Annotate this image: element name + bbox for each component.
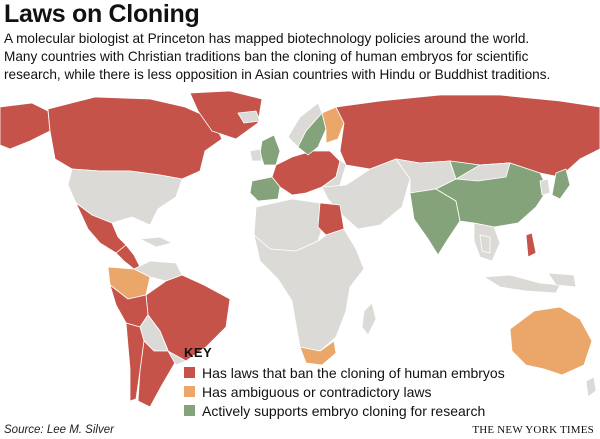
key-swatch-ban bbox=[184, 367, 195, 378]
key-item-ambiguous: Has ambiguous or contradictory laws bbox=[184, 382, 505, 401]
region-spain bbox=[249, 176, 281, 202]
region-indonesia bbox=[483, 274, 561, 294]
region-png bbox=[547, 272, 577, 288]
region-philippines bbox=[525, 232, 537, 258]
key-swatch-ambiguous bbox=[184, 386, 195, 397]
region-japan bbox=[551, 168, 571, 200]
region-australia bbox=[509, 306, 593, 376]
world-map bbox=[0, 89, 600, 419]
intro-line-3: research, while there is less opposition… bbox=[4, 67, 551, 82]
key-title: KEY bbox=[184, 345, 213, 360]
region-south-africa bbox=[299, 340, 337, 366]
publisher-credit: THE NEW YORK TIMES bbox=[472, 424, 594, 436]
region-united-kingdom bbox=[259, 134, 281, 166]
region-new-zealand bbox=[585, 376, 597, 398]
intro-line-1: A molecular biologist at Princeton has m… bbox=[4, 31, 530, 46]
intro-line-2: Many countries with Christian traditions… bbox=[4, 49, 529, 64]
region-caribbean bbox=[139, 236, 173, 248]
region-madagascar bbox=[361, 302, 377, 336]
map-key: KEY Has laws that ban the cloning of hum… bbox=[184, 345, 505, 420]
region-chile bbox=[125, 322, 145, 402]
region-africa bbox=[253, 228, 365, 352]
key-item-supports: Actively supports embryo cloning for res… bbox=[184, 401, 505, 420]
region-mongolia bbox=[455, 162, 511, 182]
region-eastern-europe bbox=[321, 150, 347, 194]
intro-text: A molecular biologist at Princeton has m… bbox=[4, 30, 598, 84]
region-alaska bbox=[0, 102, 51, 150]
region-ireland bbox=[249, 148, 263, 162]
region-korea bbox=[539, 178, 551, 196]
key-item-ban: Has laws that ban the cloning of human e… bbox=[184, 363, 505, 382]
region-uruguay bbox=[167, 350, 187, 366]
page-title: Laws on Cloning bbox=[4, 0, 200, 28]
region-iceland bbox=[237, 110, 261, 124]
region-canada bbox=[47, 96, 223, 180]
source-credit: Source: Lee M. Silver bbox=[4, 424, 114, 436]
key-label-ambiguous: Has ambiguous or contradictory laws bbox=[202, 383, 432, 400]
key-label-ban: Has laws that ban the cloning of human e… bbox=[202, 364, 505, 381]
region-thailand bbox=[479, 234, 491, 254]
region-greenland bbox=[189, 90, 263, 140]
region-argentina bbox=[137, 340, 177, 408]
key-label-supports: Actively supports embryo cloning for res… bbox=[202, 402, 486, 419]
key-swatch-supports bbox=[184, 405, 195, 416]
